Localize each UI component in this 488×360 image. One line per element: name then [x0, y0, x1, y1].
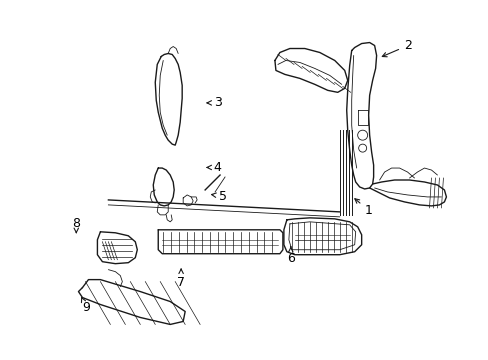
Text: 2: 2: [382, 39, 411, 57]
Text: 4: 4: [206, 161, 221, 174]
Text: 6: 6: [286, 247, 294, 265]
Text: 3: 3: [206, 96, 221, 109]
Text: 1: 1: [354, 199, 372, 217]
Text: 9: 9: [81, 298, 90, 314]
Text: 5: 5: [211, 190, 226, 203]
Text: 7: 7: [177, 269, 185, 289]
Text: 8: 8: [72, 216, 80, 233]
